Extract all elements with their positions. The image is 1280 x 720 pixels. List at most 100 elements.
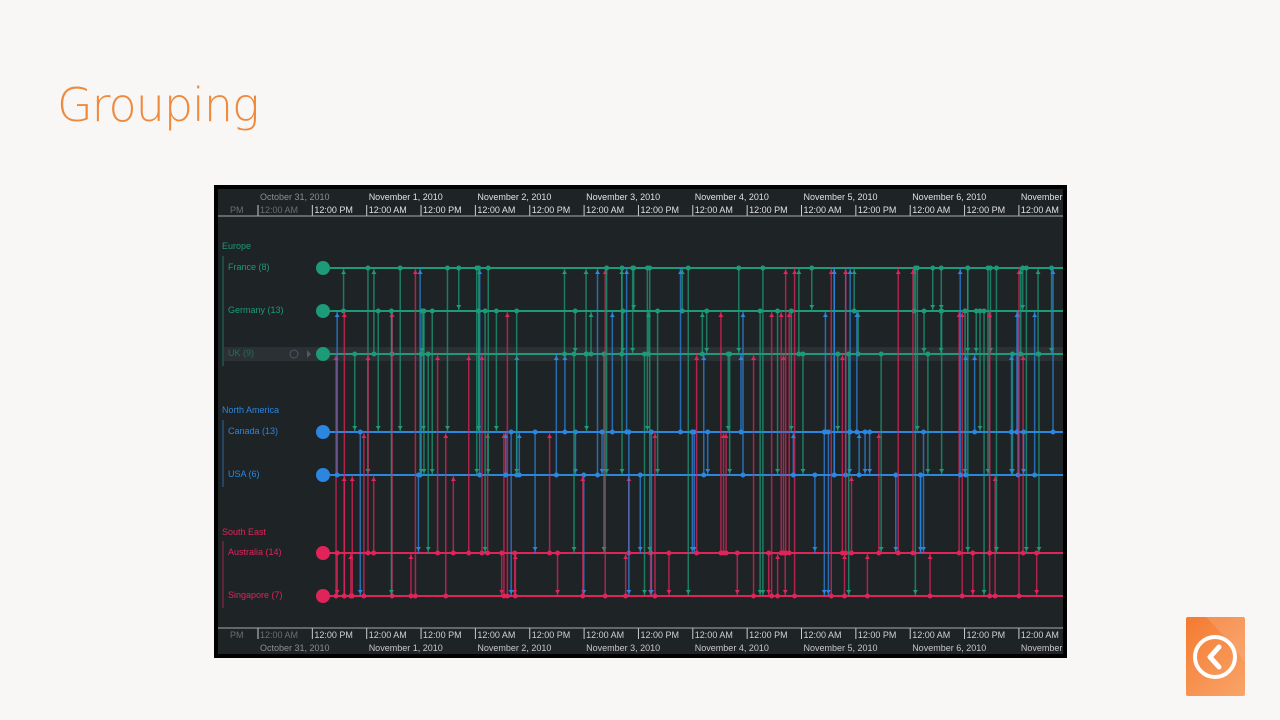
link-arrow — [778, 313, 784, 317]
event-dot — [508, 429, 514, 435]
event-dot — [419, 308, 425, 314]
link-arrow — [1050, 270, 1056, 274]
axis-time-top: 12:00 AM — [477, 205, 516, 215]
event-dot — [893, 472, 899, 478]
axis-time-top: 12:00 PM — [314, 205, 353, 215]
link-arrow — [655, 469, 661, 473]
link-arrow — [878, 547, 884, 551]
event-dot — [831, 472, 837, 478]
axis-time-bottom: 12:00 AM — [1020, 630, 1059, 640]
link-arrow — [435, 356, 441, 360]
link-arrow — [689, 547, 695, 551]
event-dot — [685, 265, 691, 271]
event-dot — [371, 351, 377, 357]
event-dot — [694, 550, 700, 556]
event-dot — [341, 593, 347, 599]
event-dot — [580, 593, 586, 599]
event-dot — [701, 472, 707, 478]
link-arrow — [786, 313, 792, 317]
link-arrow — [927, 555, 933, 559]
link-arrow — [419, 348, 425, 352]
link-arrow — [734, 590, 740, 594]
event-dot — [450, 550, 456, 556]
link-arrow — [341, 270, 347, 274]
link-arrow — [921, 348, 927, 352]
link-arrow — [637, 547, 643, 551]
link-arrow — [624, 270, 630, 274]
event-dot — [769, 593, 775, 599]
link-arrow — [581, 590, 587, 594]
axis-date-bottom: October 31, 2010 — [260, 643, 330, 653]
link-arrow — [1036, 547, 1042, 551]
event-dot — [927, 593, 933, 599]
link-arrow — [1035, 270, 1041, 274]
axis-time-top: 12:00 PM — [749, 205, 788, 215]
event-dot — [599, 429, 605, 435]
link-arrow — [482, 547, 488, 551]
event-dot — [555, 550, 561, 556]
event-dot — [921, 429, 927, 435]
event-dot — [583, 351, 589, 357]
event-dot — [626, 429, 632, 435]
timeline-chart[interactable]: October 31, 2010 October 31, 2010 November… — [218, 189, 1063, 654]
event-dot — [666, 550, 672, 556]
axis-time-bottom: 12:00 AM — [368, 630, 407, 640]
link-arrow — [783, 270, 789, 274]
link-arrow — [479, 356, 485, 360]
event-dot — [1050, 429, 1056, 435]
event-dot — [705, 429, 711, 435]
event-dot — [921, 308, 927, 314]
event-dot — [623, 593, 629, 599]
axis-time-top: 12:00 AM — [1020, 205, 1059, 215]
event-dot — [876, 550, 882, 556]
axis-time-top: 12:00 PM — [857, 205, 897, 215]
event-dot — [581, 472, 587, 478]
link-arrow — [474, 469, 480, 473]
back-button[interactable] — [1186, 617, 1245, 696]
link-arrow — [835, 426, 841, 430]
link-arrow — [831, 270, 837, 274]
link-arrow — [1034, 590, 1040, 594]
timeline-canvas[interactable] — [218, 189, 1063, 654]
axis-time-bottom: 12:00 PM — [531, 630, 571, 640]
event-dot — [847, 429, 853, 435]
link-arrow — [766, 590, 772, 594]
link-arrow — [371, 477, 377, 481]
link-arrow — [666, 590, 672, 594]
event-dot — [812, 472, 818, 478]
event-dot — [493, 308, 499, 314]
event-dot — [655, 308, 661, 314]
event-dot — [571, 351, 577, 357]
event-dot — [775, 593, 781, 599]
group-label-south-east: South East — [222, 527, 267, 537]
link-arrow — [893, 547, 899, 551]
event-dot — [482, 308, 488, 314]
links — [333, 265, 1056, 599]
axis-time-bottom: 12:00 AM — [477, 630, 516, 640]
event-dot — [786, 550, 792, 556]
link-arrow — [619, 469, 625, 473]
event-dot — [867, 429, 873, 435]
axis-time-top: 12:00 AM — [260, 205, 299, 215]
axis-time-bottom: 12:00 AM — [260, 630, 299, 640]
link-arrow — [341, 313, 347, 317]
event-dot — [352, 351, 358, 357]
event-dot — [959, 593, 965, 599]
event-dot — [532, 429, 538, 435]
row-label: Germany (13) — [228, 305, 284, 315]
event-dot — [501, 593, 507, 599]
link-arrow — [849, 477, 855, 481]
axis-time-bottom: 12:00 PM — [857, 630, 897, 640]
axis-date-bottom: November 4, 2010 — [694, 643, 769, 653]
axis-time-top: 12:00 AM — [803, 205, 842, 215]
event-dot — [1016, 593, 1022, 599]
link-arrow — [477, 270, 483, 274]
event-dot — [444, 265, 450, 271]
link-arrow — [864, 555, 870, 559]
axis-time-top: 12:00 AM — [586, 205, 625, 215]
event-dot — [977, 308, 983, 314]
link-arrow — [417, 270, 423, 274]
event-dot — [562, 429, 568, 435]
axis-time-bottom: 12:00 AM — [694, 630, 733, 640]
event-dot — [443, 593, 449, 599]
